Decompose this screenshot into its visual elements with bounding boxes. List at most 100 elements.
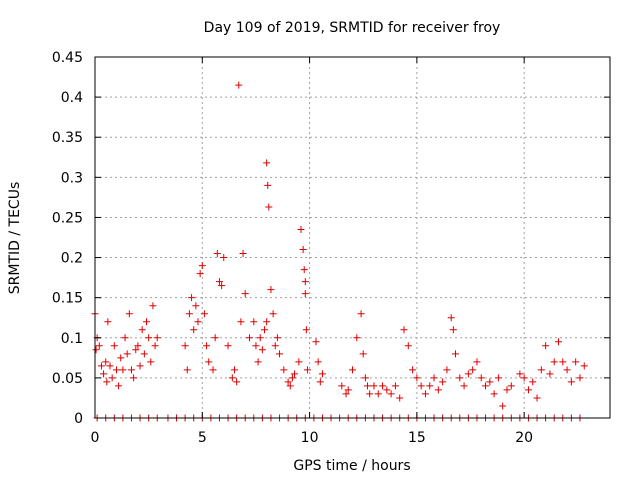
data-point bbox=[143, 318, 150, 326]
data-point bbox=[151, 342, 159, 350]
data-point bbox=[108, 374, 116, 382]
data-point bbox=[241, 290, 249, 298]
data-point bbox=[224, 342, 232, 350]
data-point bbox=[138, 326, 146, 334]
data-point bbox=[198, 262, 206, 270]
data-point bbox=[250, 318, 258, 326]
data-point bbox=[218, 282, 226, 290]
y-tick-label: 0.05 bbox=[52, 371, 83, 387]
data-point bbox=[546, 370, 554, 378]
data-point bbox=[117, 354, 125, 362]
data-point bbox=[563, 366, 571, 374]
x-tick-label: 5 bbox=[198, 430, 207, 446]
data-point bbox=[344, 386, 352, 394]
data-point bbox=[404, 342, 412, 350]
y-tick-label: 0.1 bbox=[61, 331, 83, 347]
data-point bbox=[469, 366, 477, 374]
chart-title: Day 109 of 2019, SRMTID for receiver fro… bbox=[204, 20, 501, 36]
data-point bbox=[490, 390, 498, 398]
data-point bbox=[134, 342, 142, 350]
data-point bbox=[301, 278, 309, 286]
data-point bbox=[430, 374, 438, 382]
data-point bbox=[119, 366, 127, 374]
y-axis-label: SRMTID / TECUs bbox=[7, 182, 23, 295]
data-point bbox=[460, 382, 468, 390]
data-point bbox=[314, 358, 322, 366]
data-point bbox=[121, 334, 129, 342]
y-tick-label: 0.2 bbox=[61, 251, 83, 267]
y-tick-label: 0.4 bbox=[61, 90, 83, 106]
data-point bbox=[291, 370, 299, 378]
data-point bbox=[529, 378, 537, 386]
y-tick-label: 0.45 bbox=[52, 50, 83, 66]
data-point bbox=[353, 334, 361, 342]
data-point bbox=[230, 366, 238, 374]
x-tick-label: 10 bbox=[301, 430, 319, 446]
data-point bbox=[254, 358, 262, 366]
data-point bbox=[228, 374, 236, 382]
data-point bbox=[312, 338, 320, 346]
data-point bbox=[439, 378, 447, 386]
data-point bbox=[379, 382, 387, 390]
data-point bbox=[200, 310, 208, 318]
data-point bbox=[421, 390, 429, 398]
x-tick-labels: 0 5 10 15 20 bbox=[91, 430, 534, 446]
data-point bbox=[263, 159, 271, 167]
data-point bbox=[100, 370, 108, 378]
data-point bbox=[110, 342, 118, 350]
data-point bbox=[132, 346, 140, 354]
data-point bbox=[97, 362, 105, 370]
data-point bbox=[413, 374, 421, 382]
data-point bbox=[95, 342, 103, 350]
data-point bbox=[482, 382, 490, 390]
data-point bbox=[147, 358, 155, 366]
data-point bbox=[235, 81, 243, 89]
data-point bbox=[391, 382, 399, 390]
data-point bbox=[383, 386, 391, 394]
data-point bbox=[183, 366, 191, 374]
y-tick-label: 0.15 bbox=[52, 291, 83, 307]
data-point bbox=[443, 366, 451, 374]
data-point bbox=[220, 254, 228, 262]
y-tick-label: 0 bbox=[74, 411, 83, 427]
data-point bbox=[316, 378, 324, 386]
data-point bbox=[302, 326, 310, 334]
data-point bbox=[567, 378, 575, 386]
y-tick-label: 0.35 bbox=[52, 130, 83, 146]
data-point bbox=[338, 382, 346, 390]
data-point bbox=[239, 250, 247, 258]
data-point bbox=[276, 350, 284, 358]
data-point bbox=[261, 326, 269, 334]
data-point bbox=[256, 334, 264, 342]
data-point bbox=[537, 366, 545, 374]
data-point bbox=[271, 342, 279, 350]
data-point bbox=[303, 366, 311, 374]
x-tick-label: 20 bbox=[515, 430, 533, 446]
data-point bbox=[273, 334, 281, 342]
data-point bbox=[92, 346, 100, 354]
data-point bbox=[364, 382, 372, 390]
data-point bbox=[359, 350, 367, 358]
data-point bbox=[559, 358, 567, 366]
data-point bbox=[434, 386, 442, 394]
data-point bbox=[387, 390, 395, 398]
data-point bbox=[417, 382, 425, 390]
data-point bbox=[203, 342, 211, 350]
grid-lines bbox=[95, 57, 610, 418]
plot-frame bbox=[94, 56, 611, 419]
data-point bbox=[374, 390, 382, 398]
data-point bbox=[366, 390, 374, 398]
data-point bbox=[342, 390, 350, 398]
data-point bbox=[130, 374, 138, 382]
data-point bbox=[192, 302, 200, 310]
data-point bbox=[185, 310, 193, 318]
data-point bbox=[211, 334, 219, 342]
data-points bbox=[91, 81, 588, 422]
data-point bbox=[464, 370, 472, 378]
data-point bbox=[576, 374, 584, 382]
data-point bbox=[318, 370, 326, 378]
data-point bbox=[447, 314, 455, 322]
data-point bbox=[301, 290, 309, 298]
data-point bbox=[486, 378, 494, 386]
